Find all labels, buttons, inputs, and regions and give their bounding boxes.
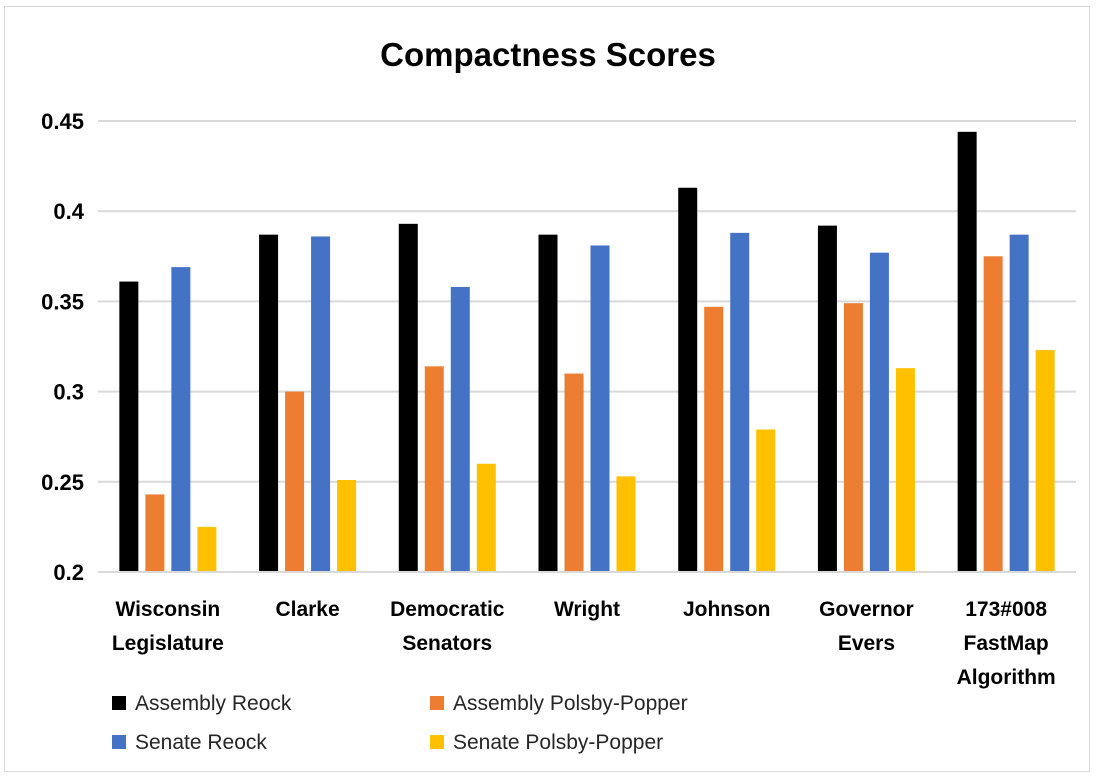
x-tick-label: Wisconsin — [115, 598, 220, 621]
x-tick-label: FastMap — [964, 632, 1049, 655]
x-tick-label: Algorithm — [957, 666, 1056, 689]
bar — [704, 306, 724, 572]
chart-title: Compactness Scores — [380, 36, 716, 73]
bar — [730, 232, 750, 572]
bar — [1009, 234, 1029, 573]
bar — [259, 234, 279, 573]
bar — [678, 187, 698, 573]
x-tick-label: Legislature — [112, 632, 224, 655]
bars — [119, 131, 1055, 573]
y-tick-label: 0.2 — [53, 560, 84, 585]
bar — [450, 286, 470, 572]
y-tick-label: 0.4 — [53, 199, 84, 224]
bar — [311, 236, 331, 572]
y-tick-label: 0.35 — [41, 289, 84, 314]
legend: Assembly Reock Assembly Polsby-Popper Sena… — [112, 692, 688, 754]
legend-label: Senate Polsby-Popper — [453, 731, 663, 754]
bar — [145, 494, 165, 572]
bar — [476, 463, 496, 572]
bar — [983, 256, 1003, 572]
bar — [756, 429, 776, 572]
bar — [616, 476, 636, 572]
x-tick-label: Evers — [838, 632, 895, 655]
x-tick-label: Governor — [819, 598, 914, 621]
legend-swatch — [112, 696, 126, 710]
bar — [285, 391, 305, 572]
bar — [337, 479, 357, 572]
x-axis-labels: Wisconsin Legislature Clarke Democratic Sena… — [112, 598, 1056, 689]
y-tick-label: 0.25 — [41, 470, 84, 495]
bar — [843, 303, 863, 572]
x-tick-label: Johnson — [683, 598, 771, 621]
bar — [1035, 350, 1055, 572]
y-tick-label: 0.45 — [41, 109, 84, 134]
x-tick-label: Wright — [554, 598, 620, 621]
legend-swatch — [430, 735, 444, 749]
legend-swatch — [112, 735, 126, 749]
y-axis-ticks: 0.45 0.4 0.35 0.3 0.25 0.2 — [41, 109, 85, 585]
bar — [895, 368, 915, 572]
x-tick-label: Democratic — [390, 598, 505, 621]
x-tick-label: Senators — [402, 632, 492, 655]
bar — [398, 223, 418, 572]
legend-swatch — [430, 696, 444, 710]
bar — [197, 526, 217, 572]
bar — [564, 373, 584, 572]
legend-label: Assembly Reock — [135, 692, 292, 715]
gridlines — [98, 120, 1076, 483]
bar — [869, 252, 889, 572]
bar — [817, 225, 837, 572]
bar — [590, 245, 610, 572]
x-tick-label: 173#008 — [965, 598, 1047, 621]
bar — [424, 366, 444, 572]
x-tick-label: Clarke — [275, 598, 339, 621]
bar — [171, 267, 191, 572]
bar — [538, 234, 558, 573]
y-tick-label: 0.3 — [53, 380, 84, 405]
legend-label: Senate Reock — [135, 731, 267, 754]
legend-label: Assembly Polsby-Popper — [453, 692, 688, 715]
bar — [119, 281, 139, 572]
bar — [957, 131, 977, 572]
